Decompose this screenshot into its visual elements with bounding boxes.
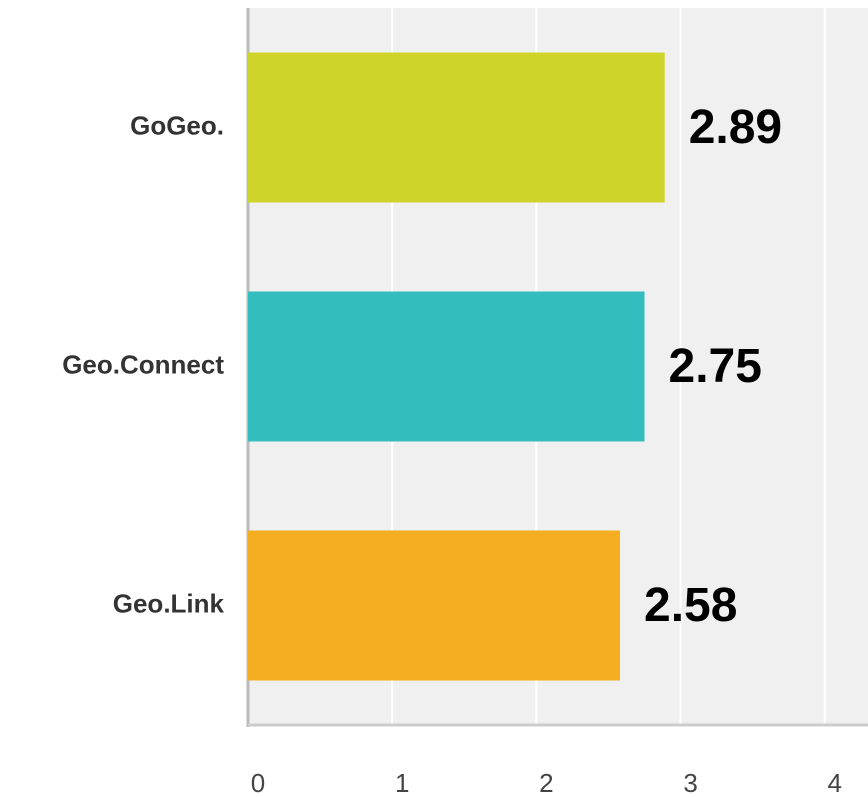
x-tick-label: 3 [683,768,697,797]
x-tick-label: 2 [539,768,553,797]
value-label: 2.58 [644,579,737,632]
x-tick-label: 1 [395,768,409,797]
bar [248,530,620,681]
category-label: GoGeo. [130,110,224,140]
category-label: Geo.Connect [62,349,224,379]
bar [248,52,665,203]
x-tick-label: 0 [251,768,265,797]
value-label: 2.89 [689,101,782,154]
bar [248,291,645,442]
category-label: Geo.Link [113,588,225,618]
value-label: 2.75 [669,340,762,393]
x-tick-label: 4 [828,768,842,797]
